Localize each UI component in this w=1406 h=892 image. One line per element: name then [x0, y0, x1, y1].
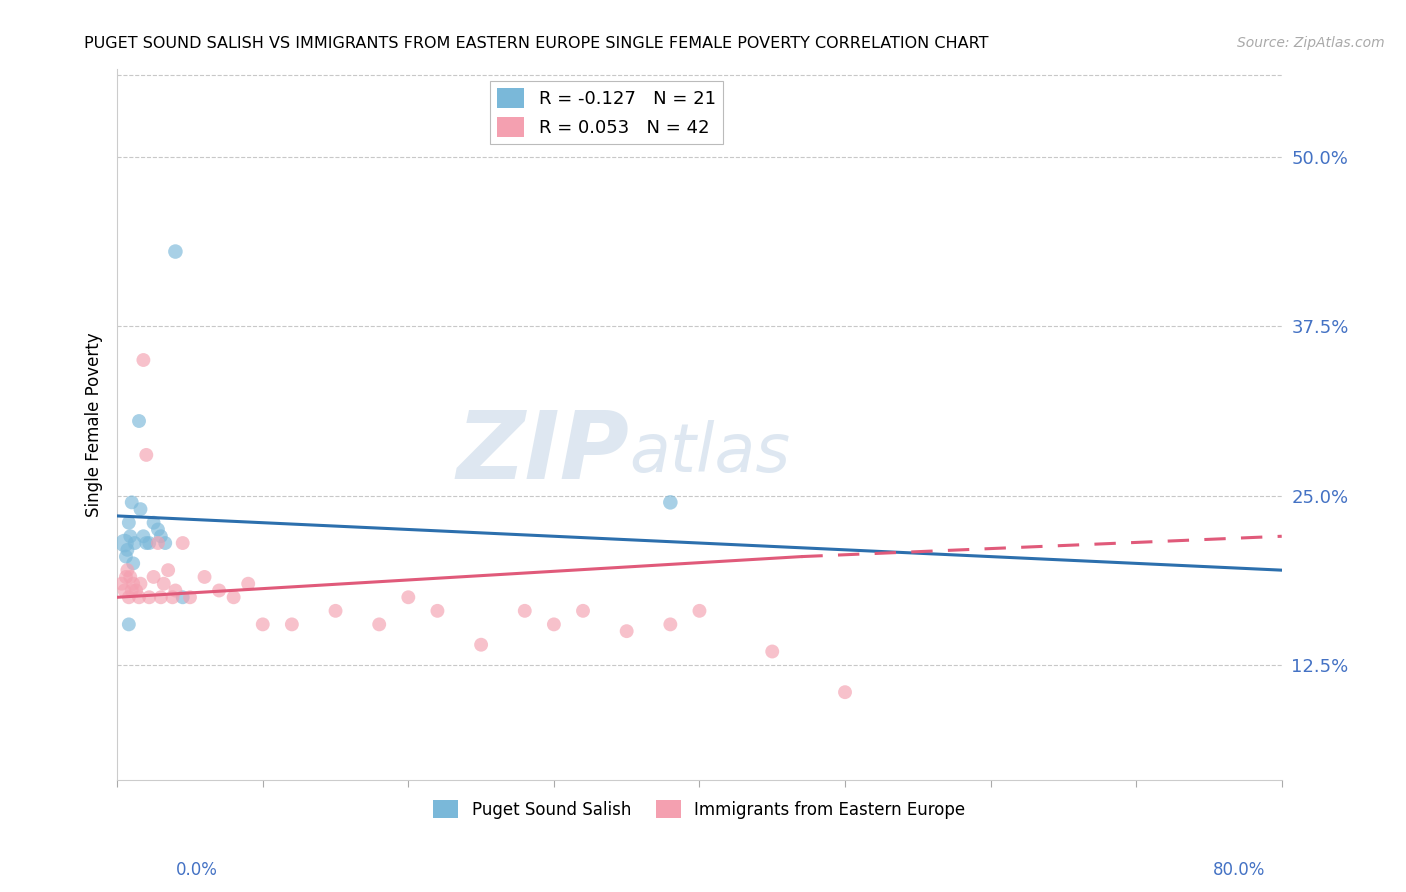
- Point: [120, 529, 142, 543]
- Point: [659, 617, 682, 632]
- Point: [142, 516, 165, 530]
- Point: [129, 576, 152, 591]
- Point: [122, 576, 145, 591]
- Point: [208, 583, 231, 598]
- Point: [572, 604, 595, 618]
- Point: [155, 536, 177, 550]
- Point: [252, 617, 274, 632]
- Legend: Puget Sound Salish, Immigrants from Eastern Europe: Puget Sound Salish, Immigrants from East…: [426, 793, 972, 825]
- Point: [146, 536, 169, 550]
- Point: [115, 549, 138, 564]
- Point: [368, 617, 391, 632]
- Point: [172, 536, 194, 550]
- Point: [118, 591, 141, 605]
- Point: [121, 583, 143, 598]
- Point: [118, 617, 141, 632]
- Point: [165, 244, 187, 259]
- Point: [132, 529, 155, 543]
- Point: [125, 583, 148, 598]
- Point: [688, 604, 710, 618]
- Point: [132, 353, 155, 368]
- Text: 0.0%: 0.0%: [176, 861, 218, 879]
- Point: [117, 563, 139, 577]
- Text: Source: ZipAtlas.com: Source: ZipAtlas.com: [1237, 36, 1385, 50]
- Text: 80.0%: 80.0%: [1213, 861, 1265, 879]
- Point: [179, 591, 201, 605]
- Point: [659, 495, 682, 509]
- Point: [138, 536, 160, 550]
- Point: [124, 536, 146, 550]
- Point: [114, 536, 136, 550]
- Point: [114, 583, 136, 598]
- Point: [135, 448, 157, 462]
- Point: [135, 536, 157, 550]
- Point: [162, 591, 184, 605]
- Point: [142, 570, 165, 584]
- Point: [128, 591, 150, 605]
- Point: [193, 570, 215, 584]
- Text: PUGET SOUND SALISH VS IMMIGRANTS FROM EASTERN EUROPE SINGLE FEMALE POVERTY CORRE: PUGET SOUND SALISH VS IMMIGRANTS FROM EA…: [84, 36, 988, 51]
- Point: [238, 576, 260, 591]
- Point: [281, 617, 304, 632]
- Point: [543, 617, 565, 632]
- Point: [157, 563, 180, 577]
- Point: [172, 591, 194, 605]
- Point: [396, 591, 419, 605]
- Text: atlas: atlas: [630, 420, 790, 486]
- Point: [138, 591, 160, 605]
- Point: [761, 644, 783, 658]
- Point: [325, 604, 347, 618]
- Point: [616, 624, 638, 639]
- Point: [121, 495, 143, 509]
- Point: [149, 529, 172, 543]
- Point: [128, 414, 150, 428]
- Point: [118, 516, 141, 530]
- Point: [222, 591, 245, 605]
- Point: [122, 557, 145, 571]
- Point: [470, 638, 492, 652]
- Point: [120, 570, 142, 584]
- Point: [146, 523, 169, 537]
- Point: [165, 583, 187, 598]
- Text: ZIP: ZIP: [457, 407, 630, 499]
- Point: [513, 604, 536, 618]
- Point: [117, 542, 139, 557]
- Point: [129, 502, 152, 516]
- Point: [149, 591, 172, 605]
- Point: [834, 685, 856, 699]
- Point: [115, 570, 138, 584]
- Y-axis label: Single Female Poverty: Single Female Poverty: [86, 332, 103, 516]
- Point: [426, 604, 449, 618]
- Point: [152, 576, 174, 591]
- Point: [110, 576, 132, 591]
